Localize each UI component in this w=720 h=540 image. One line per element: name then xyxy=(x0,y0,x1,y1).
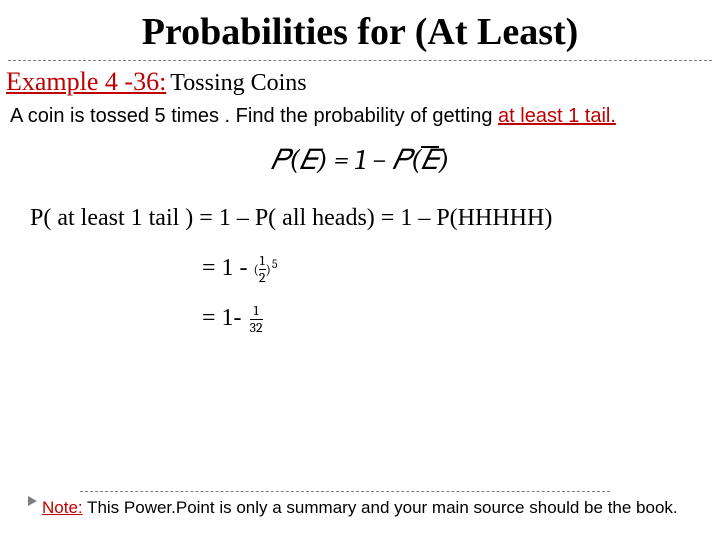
frac2-num: 1 xyxy=(250,304,263,318)
step2-prefix: = 1 - xyxy=(202,255,254,281)
formula-minus: − xyxy=(372,144,386,176)
frac2-den: 32 xyxy=(250,321,263,335)
formula-Ebar: 𝐸 xyxy=(421,144,439,177)
formula-eq: = xyxy=(334,144,349,176)
example-heading: Example 4 -36: Tossing Coins xyxy=(0,67,720,97)
frac1-num: 1 xyxy=(259,254,266,268)
formula-lp2: ( xyxy=(411,144,421,176)
formula-P2: 𝑃 xyxy=(392,144,410,176)
example-subtitle: Tossing Coins xyxy=(170,70,306,96)
formula-lp1: ( xyxy=(289,144,299,176)
divider-top xyxy=(8,60,712,61)
formula-one: 1 xyxy=(355,144,366,176)
formula-P1: 𝑃 xyxy=(271,144,289,176)
frac1-den: 2 xyxy=(259,271,266,285)
formula-rp2: ) xyxy=(439,144,449,176)
fraction-1over32: 1 32 xyxy=(250,304,263,335)
slide: { "title": { "text": "Probabilities for … xyxy=(0,0,720,540)
work-line-1: P( at least 1 tail ) = 1 – P( all heads)… xyxy=(30,205,720,232)
work-step-3: = 1- 1 32 xyxy=(30,304,720,344)
complement-formula: 𝑃(𝐸) = 1 − 𝑃(𝐸) xyxy=(0,144,720,177)
formula-E1: 𝐸 xyxy=(300,144,318,176)
work-area: P( at least 1 tail ) = 1 – P( all heads)… xyxy=(0,205,720,344)
problem-statement: A coin is tossed 5 times . Find the prob… xyxy=(0,97,720,128)
work-step-2: = 1 - ( 1 2 )5 xyxy=(30,254,720,294)
formula-rp1: ) xyxy=(317,144,327,176)
step3-prefix: = 1- xyxy=(202,305,242,331)
exponent-5: 5 xyxy=(271,257,278,271)
divider-bottom xyxy=(80,491,610,492)
bullet-icon xyxy=(28,496,37,506)
note-rest: This Power.Point is only a summary and y… xyxy=(83,498,678,517)
note-lead: Note: xyxy=(42,498,83,517)
fraction-half: 1 2 xyxy=(259,254,266,285)
problem-lead: A coin is tossed 5 times . Find the prob… xyxy=(10,105,498,127)
example-label: Example 4 -36: xyxy=(6,67,166,96)
slide-title: Probabilities for (At Least) xyxy=(0,0,720,54)
problem-emphasis: at least 1 tail. xyxy=(498,105,616,127)
footnote: Note: This Power.Point is only a summary… xyxy=(42,498,700,518)
